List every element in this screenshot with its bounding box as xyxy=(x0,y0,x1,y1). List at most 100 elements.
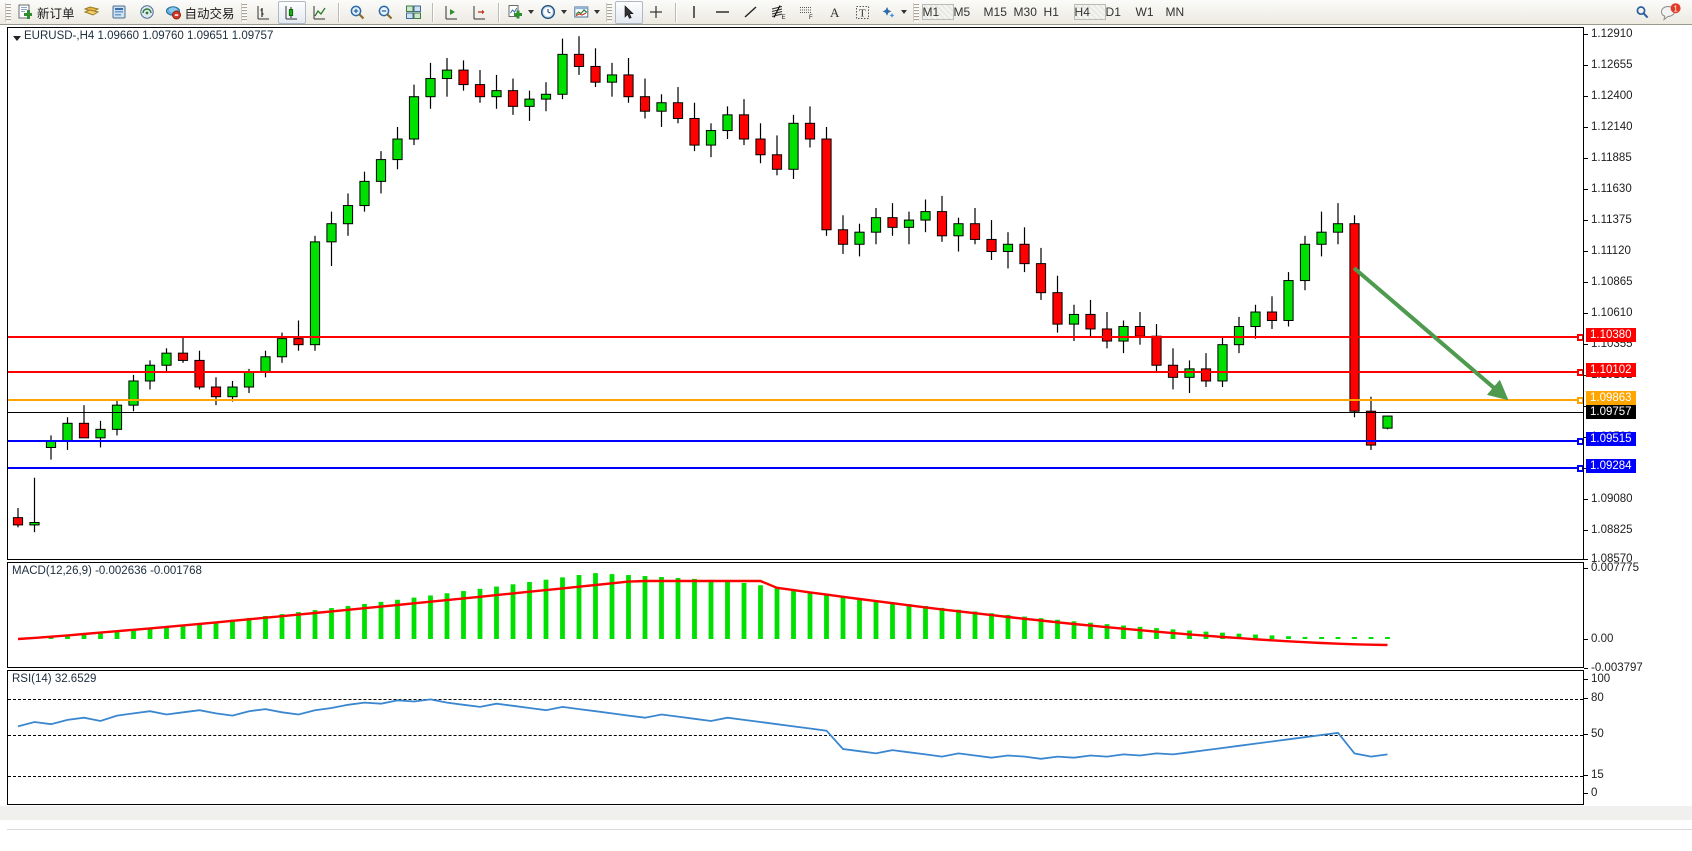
toolbar-grip-3[interactable] xyxy=(605,2,612,22)
new-order-label: 新订单 xyxy=(37,6,75,21)
timeframe-m15[interactable]: M15 xyxy=(984,5,1014,19)
auto-scroll-button[interactable] xyxy=(466,1,494,24)
horizontal-scrollbar[interactable] xyxy=(0,806,1692,820)
line-chart-button[interactable] xyxy=(306,1,334,24)
macd-y-tick: -0.003797 xyxy=(1584,662,1643,674)
line-handle[interactable] xyxy=(1577,397,1583,404)
text-label-button[interactable]: T xyxy=(849,1,877,24)
chevron-down-icon[interactable] xyxy=(527,10,534,14)
crosshair-button[interactable] xyxy=(643,1,671,24)
indicators-button[interactable] xyxy=(504,1,537,24)
down-trend-arrow[interactable] xyxy=(1338,256,1538,436)
chevron-down-icon[interactable] xyxy=(560,10,567,14)
svg-text:T: T xyxy=(859,7,866,19)
macd-pane[interactable]: MACD(12,26,9) -0.002636 -0.001768 xyxy=(7,562,1584,668)
profiles-button[interactable] xyxy=(78,1,106,24)
candlestick-chart-icon xyxy=(283,4,300,21)
market-watch-button[interactable] xyxy=(106,1,134,24)
equidistant-channel-button[interactable]: F xyxy=(793,1,821,24)
rsi-level-15 xyxy=(8,776,1583,777)
text-button[interactable]: A xyxy=(821,1,849,24)
price-pane[interactable]: EURUSD-,H4 1.09660 1.09760 1.09651 1.097… xyxy=(7,27,1584,560)
price-line-resistance-lower[interactable] xyxy=(8,369,1583,376)
tile-windows-icon xyxy=(405,4,422,21)
collapse-triangle-icon[interactable] xyxy=(13,36,21,41)
timeframe-d1[interactable]: D1 xyxy=(1106,5,1136,19)
timeframe-w1[interactable]: W1 xyxy=(1136,5,1166,19)
timeframe-label: M15 xyxy=(983,5,1007,19)
tile-windows-button[interactable] xyxy=(400,1,428,24)
trendline-button[interactable] xyxy=(737,1,765,24)
timeframe-m1[interactable]: M1 xyxy=(921,4,954,20)
price-label-support-upper[interactable]: 1.09515 xyxy=(1586,432,1636,446)
periods-button[interactable] xyxy=(537,1,570,24)
notifications-button[interactable]: 1 xyxy=(1656,1,1684,24)
price-line-support-upper[interactable] xyxy=(8,438,1583,445)
zoom-out-button[interactable] xyxy=(372,1,400,24)
price-label-resistance-upper[interactable]: 1.10380 xyxy=(1586,328,1636,342)
rsi-y-tick: 0 xyxy=(1584,787,1597,799)
profiles-icon xyxy=(83,4,100,21)
timeframe-m30[interactable]: M30 xyxy=(1014,5,1044,19)
y-tick: 1.08825 xyxy=(1584,524,1633,536)
line-handle[interactable] xyxy=(1577,369,1583,376)
indicators-icon xyxy=(507,4,524,21)
chevron-down-icon[interactable] xyxy=(900,10,907,14)
timeframe-m5[interactable]: M5 xyxy=(954,5,984,19)
fibonacci-button[interactable]: E xyxy=(765,1,793,24)
rsi-y-tick: 15 xyxy=(1584,769,1604,781)
price-line-resistance-upper[interactable] xyxy=(8,334,1583,341)
new-order-icon xyxy=(17,4,34,21)
line-handle[interactable] xyxy=(1577,438,1583,445)
price-label-entry[interactable]: 1.09863 xyxy=(1586,391,1636,405)
y-tick: 1.12655 xyxy=(1584,59,1633,71)
timeframe-mn[interactable]: MN xyxy=(1166,5,1196,19)
timeframe-label: MN xyxy=(1165,5,1185,19)
timeframe-h1[interactable]: H1 xyxy=(1044,5,1074,19)
text-icon: A xyxy=(826,4,843,21)
rsi-pane[interactable]: RSI(14) 32.6529 xyxy=(7,670,1584,805)
macd-y-tick: 0.00 xyxy=(1584,633,1613,645)
line-handle[interactable] xyxy=(1577,465,1583,472)
toolbar-grip-4[interactable] xyxy=(912,2,919,22)
bar-chart-button[interactable] xyxy=(250,1,278,24)
new-order-button[interactable]: 新订单 xyxy=(14,1,78,24)
autotrading-label: 自动交易 xyxy=(184,6,235,21)
timeframe-label: M5 xyxy=(953,5,971,19)
chart-symbol-label: EURUSD-,H4 1.09660 1.09760 1.09651 1.097… xyxy=(24,30,274,42)
price-label-support-lower[interactable]: 1.09284 xyxy=(1586,459,1636,473)
timeframe-label: M30 xyxy=(1013,5,1037,19)
price-scale[interactable]: 1.12910 1.12655 1.12400 1.12140 1.11885 … xyxy=(1584,27,1689,805)
chart-shift-button[interactable] xyxy=(438,1,466,24)
objects-button[interactable] xyxy=(877,1,910,24)
rsi-y-tick: 100 xyxy=(1584,673,1610,685)
toolbar-grip[interactable] xyxy=(5,2,11,22)
timeframe-label: H1 xyxy=(1043,5,1059,19)
autotrading-button[interactable]: 自动交易 xyxy=(162,1,238,24)
chevron-down-icon[interactable] xyxy=(593,10,600,14)
toolbar-grip-2[interactable] xyxy=(240,2,247,22)
timeframe-h4[interactable]: H4 xyxy=(1073,4,1106,20)
templates-button[interactable] xyxy=(570,1,603,24)
data-window-icon xyxy=(139,4,156,21)
toolbar-divider-2 xyxy=(431,2,434,22)
horizontal-line-button[interactable] xyxy=(709,1,737,24)
zoom-in-button[interactable] xyxy=(344,1,372,24)
price-label-resistance-lower[interactable]: 1.10102 xyxy=(1586,363,1636,377)
candlestick-chart-button[interactable] xyxy=(277,0,306,24)
notification-count: 1 xyxy=(1673,4,1678,13)
cursor-button[interactable] xyxy=(614,0,643,24)
autotrading-icon xyxy=(165,4,182,21)
price-line-entry[interactable] xyxy=(8,397,1583,404)
search-button[interactable] xyxy=(1628,1,1656,24)
text-label-icon: T xyxy=(854,4,871,21)
timeframe-label: D1 xyxy=(1105,5,1121,19)
line-handle[interactable] xyxy=(1577,334,1583,341)
market-watch-icon xyxy=(111,4,128,21)
fibonacci-icon: E xyxy=(770,4,787,21)
price-line-support-lower[interactable] xyxy=(8,465,1583,472)
vertical-line-button[interactable] xyxy=(681,1,709,24)
equidistant-channel-icon: F xyxy=(798,4,815,21)
macd-series xyxy=(17,573,1390,647)
data-window-button[interactable] xyxy=(134,1,162,24)
